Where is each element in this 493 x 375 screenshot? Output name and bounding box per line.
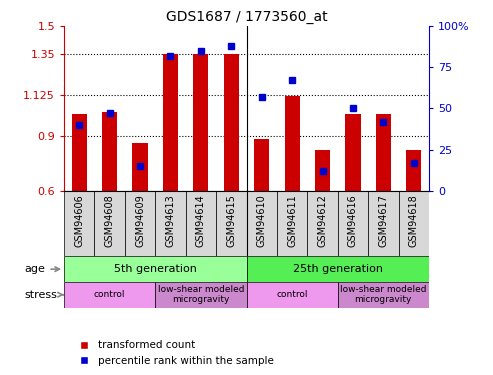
- Bar: [224, 54, 239, 190]
- Bar: [163, 54, 178, 190]
- Bar: [284, 96, 300, 190]
- FancyBboxPatch shape: [307, 190, 338, 256]
- Bar: [406, 150, 422, 190]
- Text: 25th generation: 25th generation: [293, 264, 383, 274]
- Text: age: age: [25, 264, 60, 274]
- Text: GSM94617: GSM94617: [378, 194, 388, 247]
- Text: GSM94613: GSM94613: [166, 194, 176, 247]
- Text: GSM94611: GSM94611: [287, 194, 297, 247]
- Text: GSM94608: GSM94608: [105, 194, 115, 247]
- FancyBboxPatch shape: [246, 256, 429, 282]
- FancyBboxPatch shape: [125, 190, 155, 256]
- Bar: [254, 140, 269, 190]
- Text: GSM94612: GSM94612: [317, 194, 327, 247]
- Bar: [345, 114, 360, 190]
- FancyBboxPatch shape: [186, 190, 216, 256]
- FancyBboxPatch shape: [64, 282, 155, 308]
- FancyBboxPatch shape: [338, 190, 368, 256]
- FancyBboxPatch shape: [64, 256, 246, 282]
- Text: GSM94610: GSM94610: [257, 194, 267, 247]
- FancyBboxPatch shape: [398, 190, 429, 256]
- Bar: [71, 114, 87, 190]
- Text: low-shear modeled
microgravity: low-shear modeled microgravity: [158, 285, 244, 304]
- Text: GSM94618: GSM94618: [409, 194, 419, 247]
- FancyBboxPatch shape: [216, 190, 246, 256]
- Text: GSM94615: GSM94615: [226, 194, 236, 247]
- Text: control: control: [277, 290, 308, 299]
- Bar: [315, 150, 330, 190]
- FancyBboxPatch shape: [95, 190, 125, 256]
- Bar: [133, 143, 148, 190]
- FancyBboxPatch shape: [64, 190, 95, 256]
- Legend: transformed count, percentile rank within the sample: transformed count, percentile rank withi…: [70, 336, 279, 370]
- Bar: [193, 54, 209, 190]
- FancyBboxPatch shape: [277, 190, 307, 256]
- FancyBboxPatch shape: [246, 190, 277, 256]
- FancyBboxPatch shape: [155, 190, 186, 256]
- Text: 5th generation: 5th generation: [114, 264, 197, 274]
- FancyBboxPatch shape: [246, 282, 338, 308]
- Text: GSM94606: GSM94606: [74, 194, 84, 247]
- Text: GSM94609: GSM94609: [135, 194, 145, 247]
- Text: low-shear modeled
microgravity: low-shear modeled microgravity: [340, 285, 426, 304]
- Text: GSM94616: GSM94616: [348, 194, 358, 247]
- Bar: [376, 114, 391, 190]
- Bar: [102, 112, 117, 190]
- Title: GDS1687 / 1773560_at: GDS1687 / 1773560_at: [166, 10, 327, 24]
- Text: control: control: [94, 290, 125, 299]
- FancyBboxPatch shape: [368, 190, 398, 256]
- Text: stress: stress: [25, 290, 63, 300]
- Text: GSM94614: GSM94614: [196, 194, 206, 247]
- FancyBboxPatch shape: [155, 282, 246, 308]
- FancyBboxPatch shape: [338, 282, 429, 308]
